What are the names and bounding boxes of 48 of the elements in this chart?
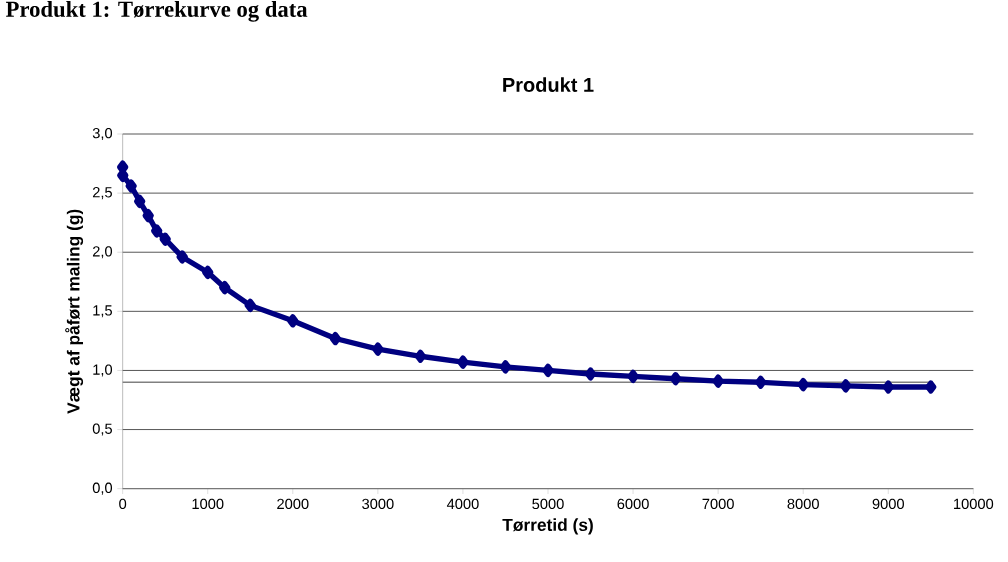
x-tick-label: 10000 [954, 498, 994, 510]
point [499, 360, 512, 374]
point [712, 374, 724, 388]
point [372, 342, 384, 356]
point [159, 232, 171, 246]
point [882, 380, 894, 394]
point [457, 355, 469, 369]
x-tick-label: 1000 [192, 498, 224, 510]
point [755, 375, 767, 389]
point [134, 194, 146, 209]
x-tick-label: 7000 [702, 498, 734, 510]
point [414, 349, 427, 363]
text: Produkt 1: Tørrekurve og data [6, 0, 308, 22]
point [542, 363, 554, 378]
chart-title: Produkt 1 [503, 77, 594, 92]
x-tick-label: 0 [119, 498, 127, 510]
x-tick-label: 9000 [872, 498, 904, 510]
point [669, 372, 682, 386]
point [244, 298, 256, 313]
point [287, 314, 299, 328]
point [202, 265, 214, 279]
point [219, 281, 231, 295]
x-tick-label: 3000 [362, 498, 394, 510]
x-tick-label: 5000 [532, 498, 564, 510]
x-axis-title: Tørretid (s) [502, 518, 593, 535]
y-tick-label: 3,0 [92, 127, 113, 141]
point [151, 224, 163, 238]
y-tick-label: 0,0 [92, 482, 113, 495]
x-tick-label: 2000 [277, 498, 309, 510]
y-tick-label: 1,5 [93, 305, 112, 318]
point [176, 250, 188, 264]
point [627, 369, 639, 384]
point [125, 179, 137, 193]
point [584, 367, 597, 381]
point [925, 380, 937, 394]
point [142, 208, 154, 223]
y-tick-label: 2,0 [92, 246, 113, 259]
point [329, 331, 342, 346]
point [840, 379, 852, 393]
y-axis-title: Vægt af påført maling (g) [65, 209, 84, 414]
point [797, 377, 809, 392]
x-tick-label: 6000 [617, 498, 649, 510]
y-tick-label: 1,0 [93, 364, 113, 377]
y-tick-label: 0,5 [92, 423, 112, 436]
x-tick-label: 8000 [787, 498, 819, 510]
x-tick-label: 4000 [446, 498, 479, 510]
y-tick-label: 2,5 [92, 187, 112, 200]
point [117, 160, 129, 174]
